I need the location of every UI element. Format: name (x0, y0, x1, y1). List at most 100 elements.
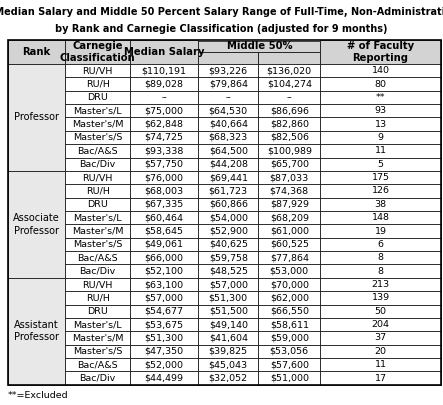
Bar (258, 224, 320, 238)
Bar (130, 305, 198, 318)
Bar (65, 91, 130, 104)
Text: Rank: Rank (23, 47, 51, 57)
Text: $57,750: $57,750 (145, 160, 184, 169)
Bar (198, 104, 258, 117)
Text: Master's/S: Master's/S (73, 347, 122, 356)
Bar (198, 331, 258, 345)
Text: $45,043: $45,043 (209, 360, 248, 369)
Bar (320, 158, 441, 171)
Bar (198, 238, 258, 251)
Text: DRU: DRU (87, 307, 108, 316)
Text: $61,000: $61,000 (270, 226, 309, 236)
Bar (258, 91, 320, 104)
Bar (130, 331, 198, 345)
Bar (198, 224, 258, 238)
Text: $82,506: $82,506 (270, 133, 309, 142)
Text: $110,191: $110,191 (142, 66, 187, 75)
Text: $82,860: $82,860 (270, 119, 309, 129)
Text: $44,499: $44,499 (145, 373, 184, 383)
Bar (198, 305, 258, 318)
Bar (130, 251, 198, 264)
Text: 140: 140 (372, 66, 390, 75)
Bar (258, 77, 320, 91)
Text: $104,274: $104,274 (267, 79, 312, 89)
Text: $66,550: $66,550 (270, 307, 309, 316)
Bar (65, 198, 130, 211)
Bar (258, 264, 320, 278)
Bar (258, 104, 320, 117)
Text: Master's/M: Master's/M (72, 226, 123, 236)
Bar (198, 117, 258, 131)
Bar (320, 278, 441, 291)
Bar (130, 91, 198, 104)
Bar (320, 184, 441, 198)
Bar (198, 358, 258, 371)
Text: Bac/A&S: Bac/A&S (77, 253, 118, 262)
Bar (130, 211, 198, 224)
Text: 204: 204 (372, 320, 390, 329)
Bar (198, 158, 258, 171)
Text: Bac/A&S: Bac/A&S (77, 146, 118, 156)
Text: $60,464: $60,464 (145, 213, 184, 222)
Bar (65, 117, 130, 131)
Bar (130, 77, 198, 91)
Bar (130, 291, 198, 305)
Text: –: – (226, 93, 231, 102)
Bar (258, 318, 320, 331)
Text: $54,000: $54,000 (209, 213, 248, 222)
Text: 6: 6 (377, 240, 384, 249)
Text: $79,864: $79,864 (209, 79, 248, 89)
Bar (198, 131, 258, 144)
Text: $51,500: $51,500 (209, 307, 248, 316)
Text: $52,100: $52,100 (145, 266, 184, 276)
Text: $76,000: $76,000 (145, 173, 184, 182)
Bar (320, 91, 441, 104)
Text: 13: 13 (375, 119, 387, 129)
Text: Bac/Div: Bac/Div (79, 160, 116, 169)
Bar (258, 331, 320, 345)
Text: $62,848: $62,848 (145, 119, 184, 129)
Text: Bac/Div: Bac/Div (79, 373, 116, 383)
Text: $87,929: $87,929 (270, 200, 309, 209)
Bar (258, 211, 320, 224)
Bar (258, 131, 320, 144)
Text: $54,677: $54,677 (145, 307, 184, 316)
Text: 19: 19 (375, 226, 387, 236)
Bar (320, 198, 441, 211)
Bar (65, 264, 130, 278)
Bar (258, 198, 320, 211)
Bar (65, 184, 130, 198)
Text: by Rank and Carnegie Classification (adjusted for 9 months): by Rank and Carnegie Classification (adj… (55, 24, 388, 34)
Text: $44,208: $44,208 (209, 160, 248, 169)
Bar (198, 211, 258, 224)
Text: $67,335: $67,335 (144, 200, 184, 209)
Bar (198, 318, 258, 331)
Text: $41,604: $41,604 (209, 333, 248, 343)
Bar (320, 345, 441, 358)
Bar (198, 184, 258, 198)
Bar (320, 331, 441, 345)
Text: $89,028: $89,028 (145, 79, 184, 89)
Text: 80: 80 (375, 79, 387, 89)
Bar (198, 77, 258, 91)
Text: 20: 20 (375, 347, 387, 356)
Bar (198, 345, 258, 358)
Text: 8: 8 (377, 253, 384, 262)
Text: $60,866: $60,866 (209, 200, 248, 209)
Bar (130, 144, 198, 158)
Text: Median Salary: Median Salary (124, 47, 205, 57)
Bar (198, 64, 258, 77)
Bar (258, 251, 320, 264)
Bar (320, 40, 441, 64)
Text: $53,056: $53,056 (270, 347, 309, 356)
Bar (8, 40, 441, 385)
Bar (130, 198, 198, 211)
Text: Bac/A&S: Bac/A&S (77, 360, 118, 369)
Text: $68,003: $68,003 (145, 186, 184, 196)
Bar (320, 318, 441, 331)
Text: $58,645: $58,645 (145, 226, 184, 236)
Bar (65, 144, 130, 158)
Text: $63,100: $63,100 (145, 280, 184, 289)
Bar (65, 238, 130, 251)
Text: $57,000: $57,000 (145, 293, 184, 303)
